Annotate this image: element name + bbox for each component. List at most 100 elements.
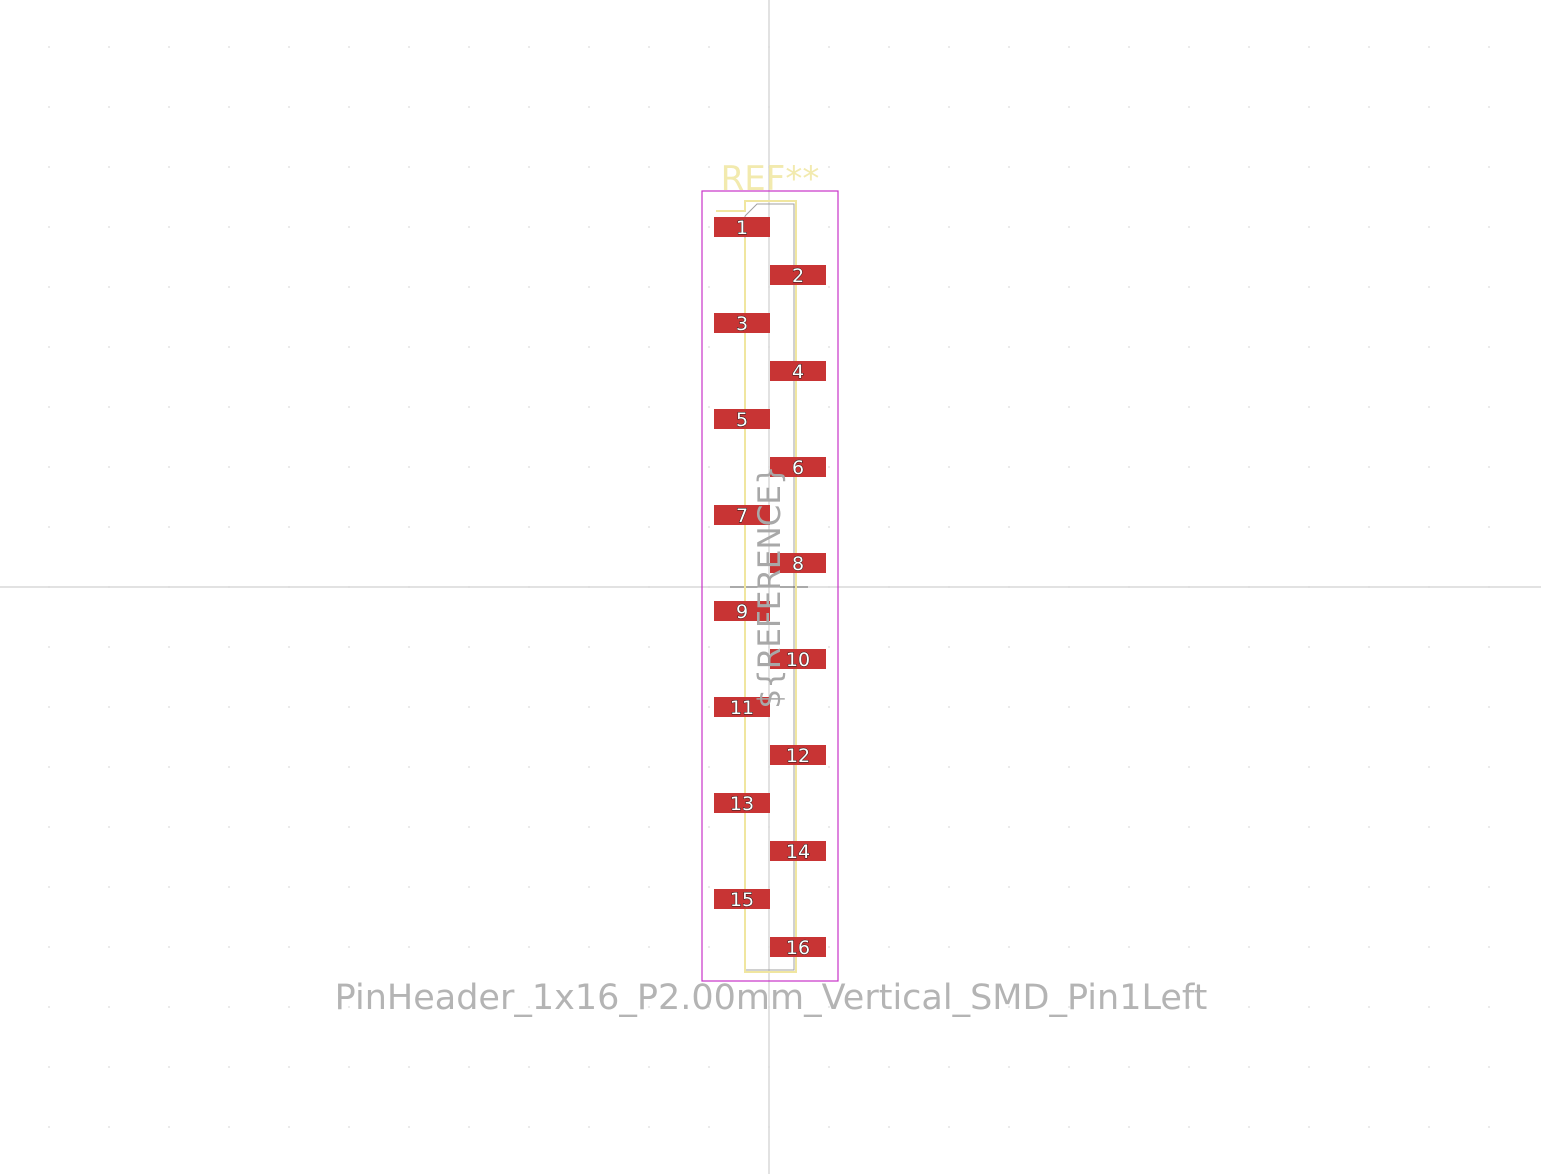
pad-2[interactable]: 2 [770,265,826,287]
grid-dot [888,1126,890,1128]
grid-dot [1188,946,1190,948]
grid-dot [168,526,170,528]
grid-dot [588,1006,590,1008]
pad-shape[interactable] [714,793,770,813]
pad-shape[interactable] [714,409,770,429]
grid-dot [528,1066,530,1068]
pad-shape[interactable] [770,553,826,573]
grid-dot [1368,1006,1370,1008]
grid-dot [468,226,470,228]
pad-15[interactable]: 15 [714,889,770,911]
grid-dot [168,406,170,408]
grid-dot [1368,886,1370,888]
grid-dot [588,886,590,888]
grid-dot [108,526,110,528]
grid-dot [888,226,890,228]
pad-13[interactable]: 13 [714,793,770,815]
pad-5[interactable]: 5 [714,409,770,431]
grid-dot [348,706,350,708]
grid-dot [1068,106,1070,108]
pad-10[interactable]: 10 [770,649,826,671]
grid-dot [288,646,290,648]
grid-dot [108,226,110,228]
grid-dot [588,706,590,708]
grid-dot [228,766,230,768]
grid-dot [168,286,170,288]
pad-number-label: 9 [736,601,748,623]
grid-dot [1128,646,1130,648]
pad-14[interactable]: 14 [770,841,826,863]
pad-shape[interactable] [770,745,826,765]
reference-field-label[interactable]: ${REFERENCE} [752,465,788,708]
grid-dot [708,826,710,828]
grid-dot [108,766,110,768]
grid-dot [348,1006,350,1008]
grid-dot [528,166,530,168]
grid-dot [1068,526,1070,528]
pad-shape[interactable] [714,313,770,333]
grid-dot [288,826,290,828]
grid-dot [588,46,590,48]
pad-7[interactable]: 7 [714,505,770,527]
grid-dot [1368,646,1370,648]
grid-dot [468,46,470,48]
grid-dot [708,226,710,228]
grid-dot [528,1126,530,1128]
grid-dot [528,406,530,408]
grid-dot [588,286,590,288]
grid-dot [1488,1126,1490,1128]
pad-6[interactable]: 6 [770,457,826,479]
grid-dot [48,346,50,348]
pad-shape[interactable] [770,649,826,669]
grid-dot [1128,166,1130,168]
pad-shape[interactable] [714,505,770,525]
grid-dot [1248,826,1250,828]
grid-dot [1188,826,1190,828]
pad-8[interactable]: 8 [770,553,826,575]
grid-dot [1008,106,1010,108]
pad-shape[interactable] [714,217,770,237]
grid-dot [1068,166,1070,168]
pad-1[interactable]: 1 [714,217,770,239]
grid-dot [828,466,830,468]
pad-shape[interactable] [770,937,826,957]
grid-dot [1248,46,1250,48]
grid-dot [528,526,530,528]
pad-number-label: 7 [736,505,748,527]
grid-dot [888,286,890,288]
pad-12[interactable]: 12 [770,745,826,767]
grid-dot [1188,766,1190,768]
grid-dot [48,646,50,648]
pad-11[interactable]: 11 [714,697,770,719]
grid-dot [48,1126,50,1128]
pad-shape[interactable] [714,601,770,621]
value-label[interactable]: PinHeader_1x16_P2.00mm_Vertical_SMD_Pin1… [335,978,1208,1018]
grid-dot [708,766,710,768]
grid-dot [288,106,290,108]
grid-dot [1368,526,1370,528]
grid-dot [108,1006,110,1008]
grid-dot [528,646,530,648]
pad-4[interactable]: 4 [770,361,826,383]
grid-dot [408,286,410,288]
reference-label[interactable]: REF** [721,159,820,199]
pad-shape[interactable] [770,265,826,285]
grid-dot [108,826,110,828]
grid-dot [1488,526,1490,528]
grid-dot [828,526,830,528]
pad-shape[interactable] [770,457,826,477]
grid-dot [1488,766,1490,768]
grid-dot [1308,166,1310,168]
pad-shape[interactable] [770,841,826,861]
grid-dot [108,706,110,708]
grid-dot [528,946,530,948]
pad-shape[interactable] [714,697,770,717]
pad-16[interactable]: 16 [770,937,826,959]
grid-dot [528,1006,530,1008]
pad-shape[interactable] [770,361,826,381]
pad-3[interactable]: 3 [714,313,770,335]
grid-dot [1068,46,1070,48]
pad-shape[interactable] [714,889,770,909]
pad-9[interactable]: 9 [714,601,770,623]
